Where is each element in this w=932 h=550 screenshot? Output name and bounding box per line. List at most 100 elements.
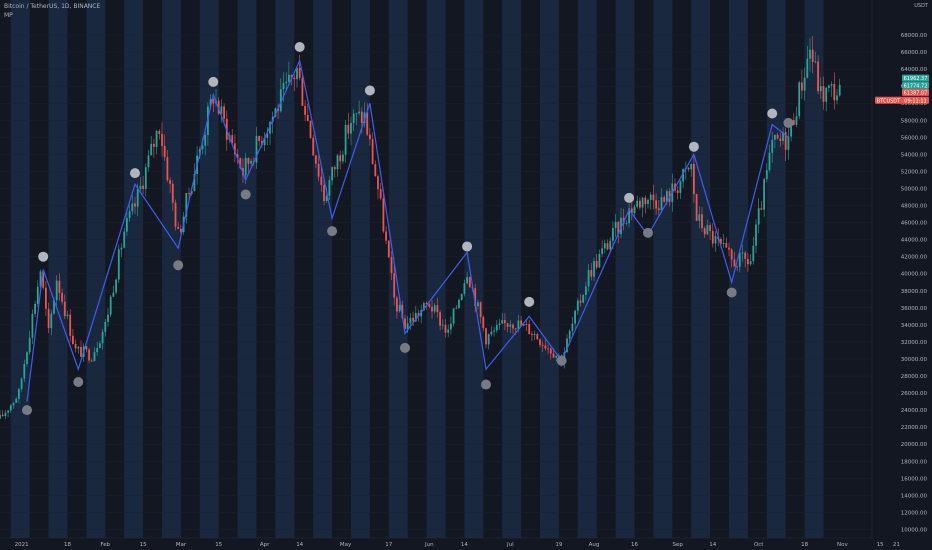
week-band: [313, 0, 333, 538]
candle-body: [728, 247, 730, 250]
price-tick-label: 16000.00: [901, 476, 928, 482]
price-tick-label: 18000.00: [901, 459, 928, 465]
candle-body: [112, 292, 115, 297]
price-tick-label: 32000.00: [901, 340, 928, 346]
candle-body: [539, 339, 541, 346]
candle-body: [544, 345, 547, 349]
candle-body: [131, 203, 134, 212]
pivot-low-marker: [173, 260, 184, 271]
candle-body: [792, 120, 795, 125]
price-tag-box: [902, 88, 929, 96]
candle-body: [1, 414, 4, 417]
candle-body: [690, 164, 693, 170]
candle-body: [274, 108, 277, 117]
candle-body: [72, 335, 74, 345]
candle-body: [657, 208, 660, 211]
candle-body: [822, 86, 825, 102]
candle-body: [768, 152, 771, 171]
candle-body: [679, 181, 682, 193]
candle-body: [180, 228, 182, 233]
candle-body: [771, 139, 774, 153]
candle-body: [695, 193, 698, 221]
candle-body: [188, 193, 190, 195]
time-tick-label: Mar: [176, 542, 187, 548]
candle-body: [693, 164, 695, 194]
candle-body: [371, 139, 374, 165]
time-tick-label: Sep: [673, 542, 684, 548]
candle-body: [336, 155, 339, 170]
candle-body: [733, 259, 736, 267]
week-band: [502, 0, 522, 538]
time-axis[interactable]: 2021 18 Feb 15 Mar 15 Apr 14 May 17 Jun 14 Jul 19 Aug 1…: [0, 537, 900, 548]
indicator-label[interactable]: MP: [4, 12, 13, 19]
candle-body: [493, 330, 495, 332]
time-tick-label: 14: [461, 542, 468, 548]
symbol-title[interactable]: Bitcoin / TetherUS, 1D, BINANCE: [4, 3, 101, 10]
candle-body: [90, 360, 93, 362]
candle-body: [639, 200, 641, 208]
candle-body: [433, 305, 436, 312]
time-tick-label: 16: [631, 542, 638, 548]
candle-body: [736, 266, 738, 268]
candle-body: [625, 223, 628, 224]
candle-body: [765, 170, 768, 180]
time-tick-label: 18: [801, 542, 808, 548]
candle-body: [12, 402, 15, 406]
candle-body: [406, 323, 409, 330]
candle-body: [730, 249, 733, 260]
week-band: [86, 0, 106, 538]
candle-body: [423, 303, 425, 311]
candle-body: [628, 208, 630, 224]
price-tick-label: 30000.00: [901, 357, 928, 363]
candle-body: [652, 194, 655, 201]
week-band: [388, 0, 408, 538]
candle-body: [576, 300, 579, 311]
candle-body: [7, 410, 9, 413]
candle-body: [244, 157, 247, 176]
candle-body: [612, 227, 614, 241]
candle-body: [779, 138, 782, 141]
candle-body: [379, 189, 382, 199]
candle-body: [755, 224, 757, 246]
candle-body: [404, 318, 406, 330]
price-tick-label: 14000.00: [901, 493, 928, 499]
candle-body: [741, 252, 744, 254]
pivot-high-marker: [38, 251, 49, 262]
candle-body: [155, 130, 158, 147]
candle-body: [109, 296, 112, 315]
candle-body: [166, 157, 169, 181]
candle-body: [212, 99, 215, 104]
candle-body: [541, 345, 544, 346]
candle-body: [23, 364, 26, 379]
candle-body: [744, 252, 747, 259]
candle-body: [0, 414, 1, 419]
candle-body: [606, 243, 609, 250]
candle-body: [20, 378, 23, 389]
pivot-high-marker: [208, 76, 219, 87]
candle-body: [441, 324, 444, 326]
candle-body: [636, 200, 639, 207]
price-tag-box: [902, 96, 929, 104]
candle-body: [514, 328, 517, 330]
candle-body: [555, 355, 558, 358]
time-tick-label: Apr: [260, 542, 270, 548]
price-axis[interactable]: 10000.00 12000.00 14000.00 16000.00 18000.00…: [871, 0, 928, 538]
candle-body: [517, 320, 520, 330]
candle-body: [101, 331, 104, 344]
time-tick-label: Jun: [424, 542, 434, 548]
candle-body: [806, 58, 809, 78]
time-tick-label: Feb: [100, 542, 110, 548]
candle-body: [360, 111, 363, 124]
candle-body: [231, 135, 234, 144]
candle-body: [531, 334, 533, 336]
price-tag-label: 09:11:11: [904, 98, 926, 104]
candle-body: [74, 344, 77, 349]
pivot-high-marker: [294, 41, 305, 52]
candle-body: [579, 300, 582, 303]
candle-body: [398, 305, 401, 312]
candle-body: [757, 208, 760, 225]
candle-body: [617, 221, 620, 235]
candle-body: [39, 271, 42, 287]
pivot-low-marker: [73, 377, 84, 387]
